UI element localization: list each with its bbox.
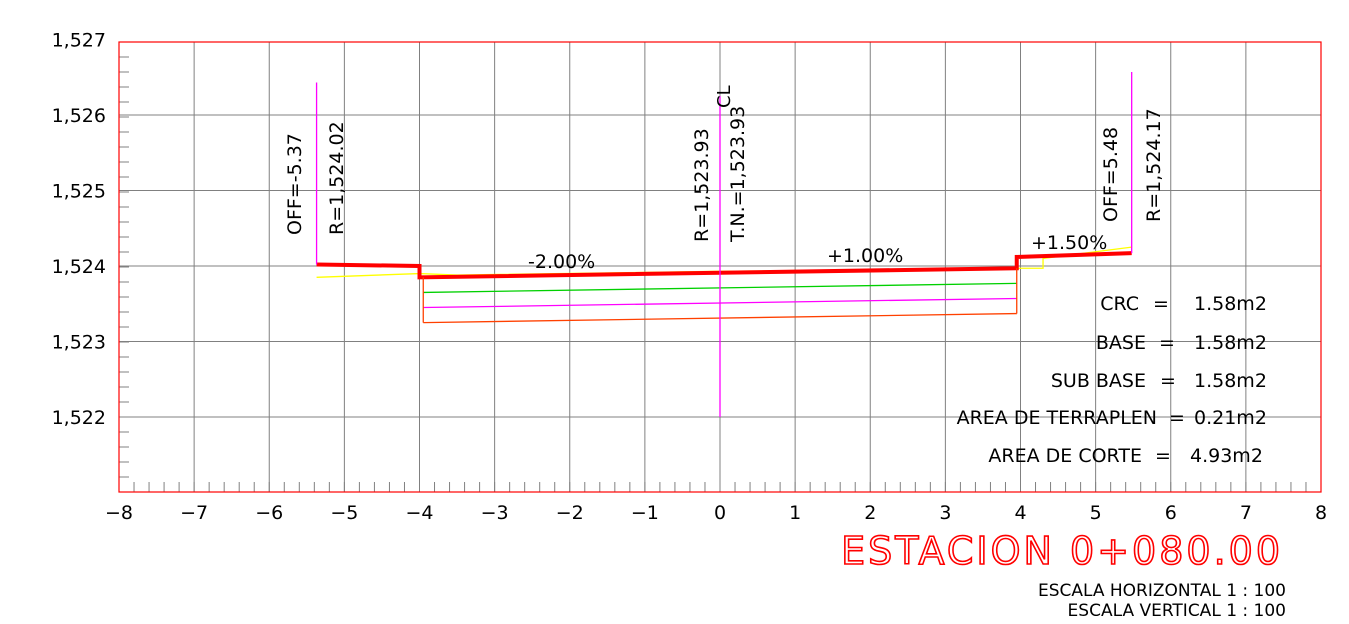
- slope-right-label: +1.50%: [1031, 232, 1107, 254]
- x-tick-label: −3: [481, 502, 509, 524]
- x-tick-label: −4: [405, 502, 433, 524]
- x-tick-label: −1: [631, 502, 659, 524]
- x-tick-label: 3: [939, 502, 951, 524]
- area-label-terraplen: AREA DE TERRAPLEN: [957, 407, 1157, 429]
- r-right-label: R=1,524.17: [1143, 108, 1165, 222]
- x-tick-label: 1: [789, 502, 801, 524]
- y-axis-tick-labels: 1,527 1,526 1,525 1,524 1,523 1,522: [52, 30, 106, 430]
- area-equals: =: [1153, 293, 1169, 315]
- off-right-label: OFF=5.48: [1100, 127, 1122, 222]
- x-tick-label: 6: [1165, 502, 1177, 524]
- y-tick-label: 1,522: [52, 407, 106, 429]
- x-tick-label: 8: [1315, 502, 1327, 524]
- area-equals: =: [1155, 445, 1171, 467]
- y-tick-label: 1,524: [52, 256, 106, 278]
- area-table: CRC = 1.58m2 BASE = 1.58m2 SUB BASE = 1.…: [957, 293, 1267, 467]
- slope-center-label: +1.00%: [827, 245, 903, 267]
- area-value-subbase: 1.58m2: [1194, 370, 1267, 392]
- y-tick-label: 1,526: [52, 105, 106, 127]
- area-equals: =: [1169, 407, 1185, 429]
- horizontal-scale-label: ESCALA HORIZONTAL 1 : 100: [1038, 581, 1286, 601]
- x-axis-tick-labels: −8 −7 −6 −5 −4 −3 −2 −1 0 1 2 3 4 5 6 7 8: [105, 502, 1327, 524]
- x-tick-label: −7: [180, 502, 208, 524]
- x-tick-label: 7: [1240, 502, 1252, 524]
- r-center-label: R=1,523.93: [691, 128, 713, 242]
- area-label-subbase: SUB BASE: [1051, 370, 1146, 392]
- minor-ticks: [118, 41, 1322, 493]
- area-value-base: 1.58m2: [1194, 332, 1267, 354]
- area-label-corte: AREA DE CORTE: [988, 445, 1142, 467]
- area-equals: =: [1160, 370, 1176, 392]
- area-label-base: BASE: [1096, 332, 1146, 354]
- pavement-surface-line: [316, 251, 1132, 280]
- area-value-corte: 4.93m2: [1190, 445, 1263, 467]
- r-left-label: R=1,524.02: [326, 121, 348, 235]
- area-value-terraplen: 0.21m2: [1194, 407, 1267, 429]
- x-tick-label: −2: [556, 502, 584, 524]
- x-tick-label: 5: [1090, 502, 1102, 524]
- y-tick-label: 1,525: [52, 181, 106, 203]
- plot-frame: [118, 41, 1322, 493]
- off-left-label: OFF=-5.37: [284, 133, 306, 235]
- x-tick-label: 0: [714, 502, 726, 524]
- x-tick-label: 2: [864, 502, 876, 524]
- area-label-crc: CRC: [1100, 293, 1139, 315]
- x-tick-label: −6: [255, 502, 283, 524]
- section-lines: [316, 246, 1132, 324]
- tn-center-label: T.N.=1,523.93: [727, 106, 749, 243]
- y-tick-label: 1,527: [52, 30, 106, 52]
- slope-left-label: -2.00%: [528, 251, 595, 273]
- vertical-scale-label: ESCALA VERTICAL 1 : 100: [1068, 601, 1286, 621]
- area-value-crc: 1.58m2: [1194, 293, 1267, 315]
- x-tick-label: −5: [330, 502, 358, 524]
- centerline-symbol: CL: [714, 85, 735, 108]
- station-title: ESTACION 0+080.00: [841, 529, 1283, 573]
- area-equals: =: [1159, 332, 1175, 354]
- x-tick-label: −8: [105, 502, 133, 524]
- offset-markers: [315, 71, 1133, 417]
- y-tick-label: 1,523: [52, 332, 106, 354]
- x-tick-label: 4: [1014, 502, 1026, 524]
